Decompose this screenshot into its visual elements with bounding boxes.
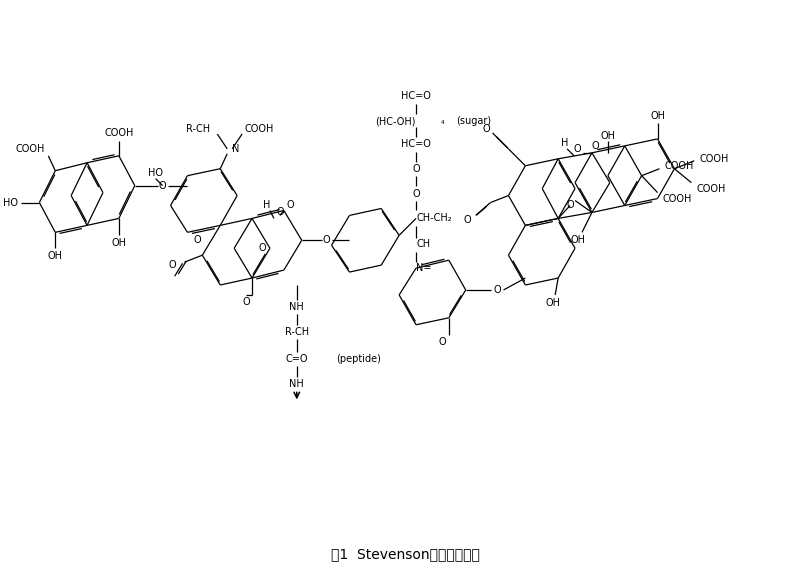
Text: OH: OH (546, 298, 561, 308)
Text: O: O (574, 144, 581, 154)
Text: OH: OH (650, 111, 665, 121)
Text: O: O (591, 141, 599, 151)
Text: CH: CH (416, 239, 430, 249)
Text: HO: HO (148, 168, 163, 178)
Text: O: O (493, 285, 502, 295)
Text: (peptide): (peptide) (337, 353, 381, 364)
Text: O: O (413, 164, 420, 174)
Text: OH: OH (570, 235, 586, 245)
Text: O: O (483, 124, 490, 134)
Text: O: O (413, 189, 420, 198)
Text: HC=O: HC=O (401, 91, 431, 101)
Text: COOH: COOH (699, 154, 729, 164)
Text: O: O (159, 181, 167, 190)
Text: N: N (232, 144, 239, 154)
Text: COOH: COOH (16, 144, 45, 154)
Text: O: O (277, 208, 285, 217)
Text: O: O (287, 201, 294, 210)
Text: ₄: ₄ (441, 117, 444, 125)
Text: OH: OH (48, 251, 63, 261)
Text: COOH: COOH (697, 184, 726, 193)
Text: H: H (263, 201, 271, 210)
Text: COOH: COOH (104, 128, 133, 138)
Text: O: O (323, 235, 330, 245)
Text: CH-CH₂: CH-CH₂ (416, 213, 451, 224)
Text: NH: NH (290, 302, 304, 312)
Text: N=: N= (416, 263, 431, 273)
Text: O: O (243, 297, 250, 307)
Text: HO: HO (2, 197, 18, 208)
Text: O: O (169, 260, 176, 270)
Text: COOH: COOH (244, 124, 273, 134)
Text: HC=O: HC=O (401, 139, 431, 149)
Text: C=O: C=O (286, 353, 308, 364)
Text: (HC-OH): (HC-OH) (375, 116, 416, 126)
Text: NH: NH (290, 379, 304, 390)
Text: O: O (463, 216, 471, 225)
Text: COOH: COOH (663, 193, 692, 204)
Text: OH: OH (600, 131, 616, 141)
Text: 图1  Stevenson的腐植酸模型: 图1 Stevenson的腐植酸模型 (331, 547, 480, 561)
Text: (sugar): (sugar) (455, 116, 491, 126)
Text: O: O (193, 235, 201, 245)
Text: OH: OH (112, 239, 126, 248)
Text: R-CH: R-CH (186, 124, 210, 134)
Text: O: O (258, 243, 266, 253)
Text: O: O (438, 337, 446, 347)
Text: H: H (561, 138, 569, 148)
Text: O: O (566, 201, 574, 210)
Text: COOH: COOH (664, 161, 694, 171)
Text: R-CH: R-CH (285, 327, 309, 337)
